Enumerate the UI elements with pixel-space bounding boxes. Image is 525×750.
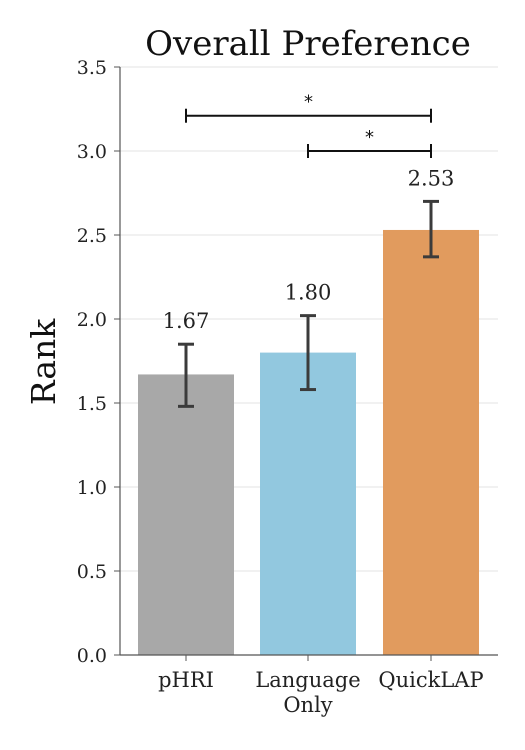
y-tick-label: 1.0 bbox=[77, 477, 107, 499]
x-tick-label: Only bbox=[283, 693, 332, 717]
data-label: 2.53 bbox=[408, 166, 455, 190]
bar bbox=[383, 229, 479, 655]
y-tick-label: 0.0 bbox=[77, 645, 107, 667]
error-bars bbox=[178, 199, 439, 408]
data-label: 1.67 bbox=[163, 309, 210, 333]
significance-star: * bbox=[365, 127, 374, 148]
y-tick-label: 2.0 bbox=[77, 309, 107, 331]
y-tick-label: 3.5 bbox=[77, 57, 107, 79]
y-tick-label: 2.5 bbox=[77, 225, 107, 247]
data-label: 1.80 bbox=[285, 281, 332, 305]
significance-brackets: ** bbox=[185, 92, 432, 158]
x-tick-label: pHRI bbox=[158, 668, 214, 692]
y-tick-label: 0.5 bbox=[77, 561, 107, 583]
axes: 0.0 0.5 1.0 1.5 2.0 2.5 3.0 3.5 pHRI LanguageOnly… bbox=[77, 57, 498, 717]
bar bbox=[138, 374, 234, 655]
data-labels: 1.67 1.80 2.53 bbox=[163, 166, 455, 333]
x-tick-label: Language bbox=[255, 668, 360, 692]
bar bbox=[260, 352, 356, 655]
significance-star: * bbox=[304, 92, 313, 113]
chart-title: Overall Preference bbox=[145, 24, 471, 64]
y-tick-label: 3.0 bbox=[77, 141, 107, 163]
y-axis-label: Rank bbox=[24, 318, 63, 406]
y-tick-label: 1.5 bbox=[77, 393, 107, 415]
bars bbox=[138, 229, 479, 655]
x-tick-label: QuickLAP bbox=[378, 668, 483, 692]
